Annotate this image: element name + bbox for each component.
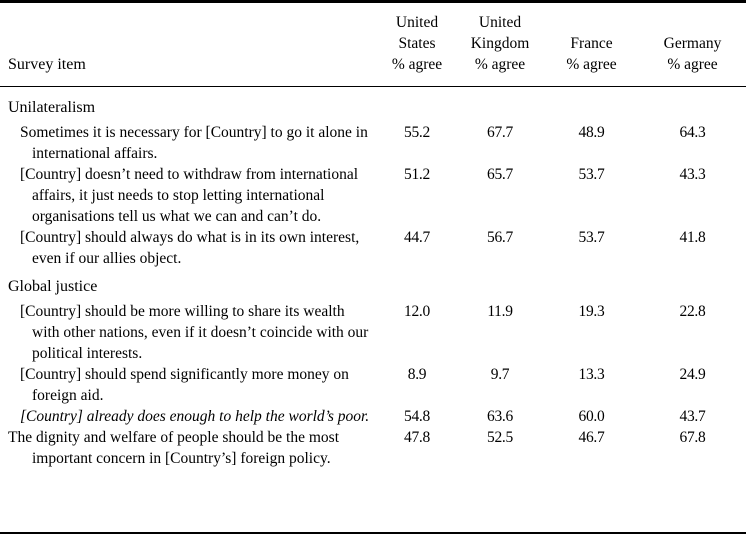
column-header-line: United xyxy=(478,14,522,31)
column-header-france: France % agree xyxy=(544,33,639,75)
percent-agree-value: 22.8 xyxy=(679,303,706,320)
percent-agree-value: 41.8 xyxy=(679,229,706,246)
table-row: [Country] should always do what is in it… xyxy=(0,227,746,269)
percent-agree-value: 53.7 xyxy=(578,229,605,246)
column-header-line: Kingdom xyxy=(470,35,530,52)
table-row: [Country] already does enough to help th… xyxy=(0,406,746,427)
percent-agree-value: 67.7 xyxy=(487,124,513,141)
column-header-line: States xyxy=(398,35,436,52)
percent-agree-value: 52.5 xyxy=(487,429,513,446)
column-header-survey-item: Survey item xyxy=(8,56,86,73)
percent-agree-value: 64.3 xyxy=(679,124,706,141)
percent-agree-value: 55.2 xyxy=(404,124,430,141)
percent-agree-value: 13.3 xyxy=(578,366,605,383)
section-title: Global justice xyxy=(8,278,98,295)
survey-item-text: [Country] should always do what is in it… xyxy=(20,229,360,267)
percent-agree-value: 67.8 xyxy=(679,429,706,446)
section-title: Unilateralism xyxy=(8,99,96,116)
percent-agree-value: 60.0 xyxy=(578,408,605,425)
column-header-united-kingdom: United Kingdom % agree xyxy=(456,12,544,75)
column-header-line: France xyxy=(570,35,613,52)
percent-agree-value: 63.6 xyxy=(487,408,513,425)
survey-item-text: [Country] should be more willing to shar… xyxy=(20,303,369,362)
percent-agree-value: 19.3 xyxy=(578,303,605,320)
percent-agree-value: 9.7 xyxy=(490,366,510,383)
column-header-line: Germany xyxy=(663,35,722,52)
percent-agree-value: 46.7 xyxy=(578,429,605,446)
column-header-line: % agree xyxy=(667,56,718,73)
column-header-united-states: United States % agree xyxy=(378,12,456,75)
percent-agree-value: 65.7 xyxy=(487,166,513,183)
column-header-germany: Germany % agree xyxy=(639,33,746,75)
column-header-line: % agree xyxy=(474,56,526,73)
percent-agree-value: 11.9 xyxy=(487,303,513,320)
percent-agree-value: 8.9 xyxy=(407,366,427,383)
percent-agree-value: 24.9 xyxy=(679,366,706,383)
table-header-row: Survey item United States % agree United… xyxy=(0,3,746,87)
percent-agree-value: 51.2 xyxy=(404,166,430,183)
percent-agree-value: 48.9 xyxy=(578,124,605,141)
table-row: [Country] doesn’t need to withdraw from … xyxy=(0,164,746,227)
survey-item-text: [Country] already does enough to help th… xyxy=(20,408,370,425)
percent-agree-value: 44.7 xyxy=(404,229,430,246)
column-header-line: % agree xyxy=(566,56,617,73)
table-row: The dignity and welfare of people should… xyxy=(0,427,746,469)
table-row: Sometimes it is necessary for [Country] … xyxy=(0,122,746,164)
column-header-line: % agree xyxy=(391,56,443,73)
percent-agree-value: 54.8 xyxy=(404,408,430,425)
percent-agree-value: 56.7 xyxy=(487,229,513,246)
survey-item-text: Sometimes it is necessary for [Country] … xyxy=(20,124,368,162)
percent-agree-value: 12.0 xyxy=(404,303,430,320)
percent-agree-value: 53.7 xyxy=(578,166,605,183)
percent-agree-value: 43.7 xyxy=(679,408,706,425)
column-header-line: United xyxy=(395,14,439,31)
percent-agree-value: 43.3 xyxy=(679,166,706,183)
table-row: [Country] should be more willing to shar… xyxy=(0,301,746,364)
survey-item-text: [Country] should spend significantly mor… xyxy=(20,366,349,404)
table-body: Unilateralism Sometimes it is necessary f… xyxy=(0,87,746,477)
percent-agree-value: 47.8 xyxy=(404,429,430,446)
survey-item-text: [Country] doesn’t need to withdraw from … xyxy=(20,166,359,225)
survey-item-text: The dignity and welfare of people should… xyxy=(8,429,340,467)
table-row: [Country] should spend significantly mor… xyxy=(0,364,746,406)
